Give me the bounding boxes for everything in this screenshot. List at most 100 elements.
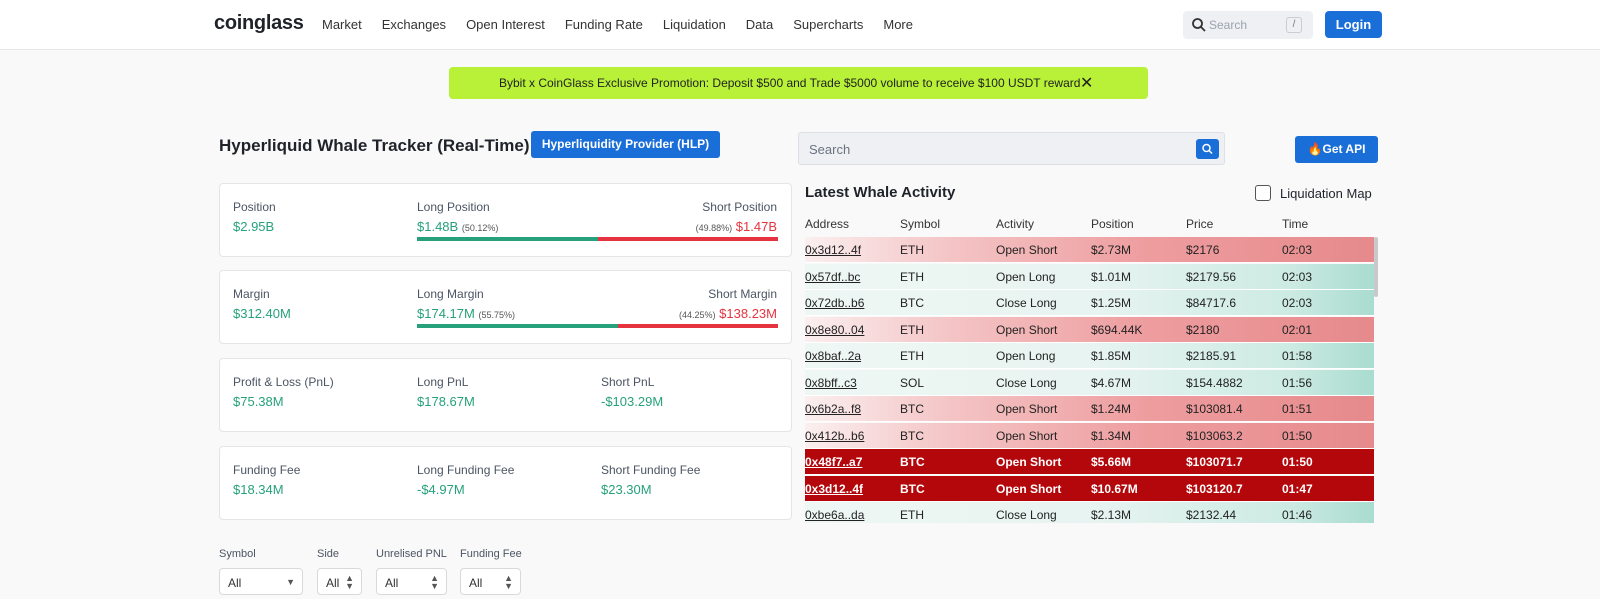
hlp-button[interactable]: Hyperliquidity Provider (HLP)	[531, 131, 720, 158]
nav-item-funding-rate[interactable]: Funding Rate	[564, 17, 643, 32]
cell-position: $5.66M	[1091, 455, 1132, 469]
nav-search-input[interactable]: Search /	[1183, 11, 1313, 39]
address-search-input[interactable]: Search	[798, 132, 1225, 165]
table-row[interactable]: 0x6b2a..f8 BTC Open Short $1.24M $103081.4 01…	[805, 396, 1374, 422]
cell-symbol: BTC	[900, 455, 925, 469]
col-address: Address	[805, 217, 850, 231]
table-row[interactable]: 0x8baf..2a ETH Open Long $1.85M $2185.91 01:5…	[805, 343, 1374, 369]
short-margin-fill	[618, 324, 778, 328]
promo-banner[interactable]: Bybit x CoinGlass Exclusive Promotion: D…	[449, 67, 1148, 99]
address-link[interactable]: 0x6b2a..f8	[805, 402, 862, 416]
position-value: $2.95B	[233, 219, 275, 234]
search-button[interactable]	[1196, 139, 1219, 159]
address-link[interactable]: 0x3d12..4f	[805, 481, 864, 496]
cell-symbol: ETH	[900, 508, 924, 522]
table-row[interactable]: 0x48f7..a7 BTC Open Short $5.66M $103071.7 01…	[805, 449, 1374, 475]
cell-price: $2185.91	[1186, 349, 1237, 363]
long-margin-value: $174.17M (55.75%)	[417, 306, 515, 321]
table-row[interactable]: 0x72db..b6 BTC Close Long $1.25M $84717.6 02:…	[805, 290, 1374, 316]
margin-label: Margin	[233, 287, 270, 301]
upnl-filter-select[interactable]: All ▲ ▼	[376, 568, 447, 595]
cell-time: 01:50	[1282, 428, 1313, 443]
table-row[interactable]: 0x412b..b6 BTC Open Short $1.34M $103063.2 01…	[805, 422, 1374, 449]
funding-card: Funding Fee $18.34M Long Funding Fee -$4…	[219, 446, 792, 520]
promo-text[interactable]: Bybit x CoinGlass Exclusive Promotion: D…	[499, 76, 1081, 90]
cell-price: $2179.56	[1186, 269, 1237, 284]
side-filter-select[interactable]: All ▲ ▼	[317, 568, 362, 595]
cell-symbol: BTC	[900, 296, 924, 310]
search-placeholder: Search	[1209, 18, 1248, 32]
cell-price: $2176	[1186, 243, 1220, 257]
address-link[interactable]: 0x8e80..04	[805, 322, 865, 337]
cell-position: $10.67M	[1091, 481, 1138, 496]
search-icon	[1192, 18, 1206, 32]
cell-activity: Open Short	[996, 428, 1058, 443]
short-pnl-value: -$103.29M	[601, 394, 664, 409]
login-button[interactable]: Login	[1325, 11, 1382, 38]
close-icon[interactable]: ✕	[1080, 75, 1094, 92]
long-margin-fill	[417, 324, 619, 328]
address-link[interactable]: 0xbe6a..da	[805, 508, 865, 522]
cell-position: $1.34M	[1091, 428, 1132, 443]
liquidation-map-label[interactable]: Liquidation Map	[1280, 186, 1372, 201]
cell-symbol: BTC	[900, 428, 924, 443]
margin-ratio-bar	[417, 324, 778, 328]
search-icon	[1202, 143, 1213, 155]
cell-activity: Open Short	[996, 322, 1058, 337]
get-api-button[interactable]: 🔥Get API	[1295, 136, 1378, 163]
nav-item-open-interest[interactable]: Open Interest	[466, 17, 545, 32]
table-row[interactable]: 0x8e80..04 ETH Open Short $694.44K $2180 02:0…	[805, 316, 1374, 343]
cell-price: $103081.4	[1186, 402, 1243, 416]
address-link[interactable]: 0x3d12..4f	[805, 243, 862, 257]
cell-symbol: SOL	[900, 375, 925, 390]
position-ratio-bar	[417, 237, 778, 241]
nav-item-liquidation[interactable]: Liquidation	[662, 17, 726, 32]
table-scrollbar[interactable]	[1374, 237, 1378, 297]
cell-time: 02:03	[1282, 296, 1313, 310]
address-search-placeholder: Search	[809, 142, 851, 157]
pnl-value: $75.38M	[233, 394, 284, 409]
nav-item-more[interactable]: More	[883, 17, 913, 32]
cell-position: $1.01M	[1091, 269, 1132, 284]
cell-time: 02:03	[1282, 243, 1313, 257]
nav-item-market[interactable]: Market	[322, 17, 362, 32]
cell-price: $103071.7	[1186, 455, 1243, 469]
nav-item-exchanges[interactable]: Exchanges	[381, 17, 447, 32]
short-position-value: (49.88%) $1.47B	[695, 219, 777, 234]
table-row[interactable]: 0xbe6a..da ETH Close Long $2.13M $2132.44 01:…	[805, 502, 1374, 523]
long-funding-fee-value: -$4.97M	[417, 482, 465, 497]
col-position: Position	[1091, 217, 1134, 231]
long-funding-fee-label: Long Funding Fee	[417, 463, 515, 477]
address-link[interactable]: 0x72db..b6	[805, 296, 865, 310]
col-time: Time	[1282, 217, 1309, 231]
cell-time: 01:51	[1282, 402, 1313, 416]
address-link[interactable]: 0x8baf..2a	[805, 349, 862, 363]
fee-filter-select[interactable]: All ▲ ▼	[460, 568, 521, 595]
liquidation-map-checkbox[interactable]	[1255, 185, 1271, 201]
short-funding-fee-value: $23.30M	[601, 482, 652, 497]
cell-position: $1.85M	[1091, 349, 1132, 363]
address-link[interactable]: 0x8bff..c3	[805, 375, 857, 390]
cell-activity: Open Short	[996, 243, 1058, 257]
cell-symbol: ETH	[900, 269, 924, 284]
whale-activity-title: Latest Whale Activity	[805, 184, 956, 201]
cell-price: $2132.44	[1186, 508, 1237, 522]
symbol-filter-select[interactable]: All ▼	[219, 568, 303, 595]
address-link[interactable]: 0x48f7..a7	[805, 455, 863, 469]
address-link[interactable]: 0x57df..bc	[805, 269, 861, 284]
table-row[interactable]: 0x57df..bc ETH Open Long $1.01M $2179.56 02:0…	[805, 263, 1374, 290]
caret-down-icon: ▼	[286, 577, 295, 587]
top-nav: coinglass Market Exchanges Open Interest…	[0, 0, 1600, 50]
nav-item-supercharts[interactable]: Supercharts	[793, 17, 864, 32]
cell-position: $1.25M	[1091, 296, 1132, 310]
logo[interactable]: coinglass	[214, 12, 304, 34]
fee-filter-value: All	[469, 576, 483, 590]
cell-position: $2.73M	[1091, 243, 1132, 257]
table-row[interactable]: 0x8bff..c3 SOL Close Long $4.67M $154.4882 01…	[805, 369, 1374, 396]
long-position-pct: (50.12%)	[461, 223, 499, 233]
nav-menu: Market Exchanges Open Interest Funding R…	[322, 17, 933, 32]
table-row[interactable]: 0x3d12..4f ETH Open Short $2.73M $2176 02:03	[805, 237, 1374, 263]
table-row[interactable]: 0x3d12..4f BTC Open Short $10.67M $103120.7 0…	[805, 475, 1374, 502]
nav-item-data[interactable]: Data	[745, 17, 774, 32]
address-link[interactable]: 0x412b..b6	[805, 428, 865, 443]
